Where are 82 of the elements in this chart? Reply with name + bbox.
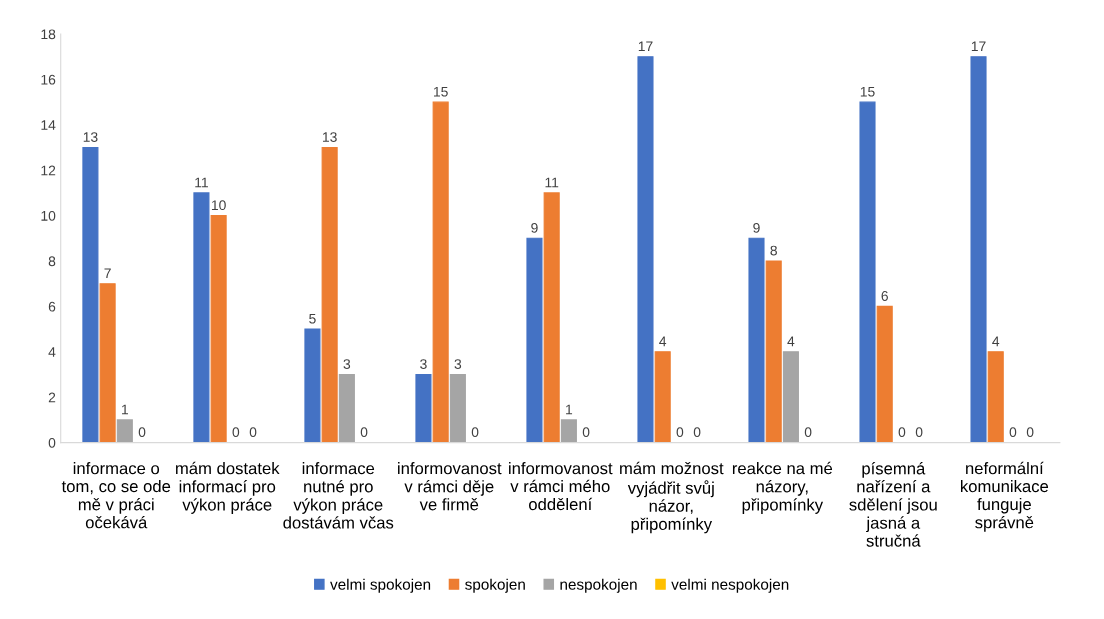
data-label: 0 bbox=[232, 427, 240, 438]
y-tick-label: 0 bbox=[48, 437, 56, 448]
legend-label: spokojen bbox=[465, 578, 525, 593]
data-label: 17 bbox=[638, 41, 653, 52]
bar bbox=[987, 351, 1004, 443]
bar bbox=[321, 146, 338, 443]
data-label: 0 bbox=[1026, 427, 1034, 438]
y-tick-label: 14 bbox=[41, 120, 56, 130]
data-label: 4 bbox=[992, 336, 1000, 347]
bar bbox=[560, 419, 577, 443]
bar bbox=[748, 237, 765, 443]
data-label: 3 bbox=[420, 359, 427, 369]
bar bbox=[210, 215, 227, 443]
bar bbox=[99, 283, 116, 443]
data-label: 7 bbox=[104, 268, 111, 279]
x-tick-label: informace o tom, co se ode mě v práci očekává bbox=[61, 462, 171, 529]
bar bbox=[859, 101, 876, 443]
y-tick-label: 18 bbox=[41, 29, 56, 40]
data-label: 13 bbox=[83, 132, 98, 143]
y-tick-label: 2 bbox=[48, 392, 56, 403]
data-label: 0 bbox=[138, 427, 146, 438]
data-label: 6 bbox=[881, 291, 888, 301]
y-tick-label: 12 bbox=[41, 165, 56, 176]
legend-label: velmi spokojen bbox=[330, 578, 431, 593]
x-tick-label: mám možnost vyjádřit svůj názor, připomínky bbox=[620, 461, 724, 534]
bar bbox=[304, 328, 321, 443]
x-tick-label: informovanost v rámci mého oddělení bbox=[509, 462, 613, 511]
data-label: 4 bbox=[659, 336, 667, 347]
data-label: 10 bbox=[211, 200, 226, 211]
data-label: 0 bbox=[804, 427, 812, 438]
bar bbox=[876, 305, 893, 443]
legend-label: velmi nespokojen bbox=[671, 578, 789, 593]
data-label: 0 bbox=[1009, 427, 1017, 438]
data-label: 1 bbox=[566, 404, 573, 415]
data-label: 0 bbox=[582, 427, 590, 438]
data-label: 0 bbox=[249, 427, 257, 438]
legend-label: nespokojen bbox=[560, 578, 637, 593]
data-label: 0 bbox=[471, 427, 479, 438]
x-tick-label: informace nutné pro výkon práce dostávám včas bbox=[283, 462, 394, 529]
data-label: 0 bbox=[676, 427, 684, 438]
data-label: 0 bbox=[915, 427, 923, 438]
data-label: 1 bbox=[122, 404, 129, 415]
x-tick-label: neformální komunikace funguje správně bbox=[960, 461, 1049, 532]
x-tick-label: mám dostatek informací pro výkon práce bbox=[176, 461, 280, 514]
bar bbox=[526, 237, 543, 443]
x-tick-label: písemná nařízení a sdělení jsou jasná a stručná bbox=[849, 462, 937, 547]
bar bbox=[543, 192, 560, 443]
data-label: 5 bbox=[309, 313, 316, 324]
data-label: 17 bbox=[971, 41, 986, 52]
bar bbox=[782, 351, 799, 443]
x-tick-label: informovanost v rámci děje ve firmě bbox=[398, 462, 502, 511]
bar bbox=[116, 419, 133, 443]
bar bbox=[82, 146, 99, 443]
data-label: 11 bbox=[195, 177, 208, 188]
data-label: 13 bbox=[322, 132, 337, 143]
data-label: 3 bbox=[454, 359, 462, 369]
bar bbox=[432, 101, 449, 443]
data-label: 0 bbox=[898, 427, 906, 438]
bar bbox=[970, 56, 987, 443]
data-label: 0 bbox=[693, 427, 701, 438]
bar bbox=[338, 373, 355, 443]
data-label: 15 bbox=[860, 86, 875, 97]
data-label: 3 bbox=[343, 359, 351, 369]
bar bbox=[654, 351, 671, 443]
data-label: 0 bbox=[360, 427, 368, 438]
data-label: 15 bbox=[434, 86, 448, 97]
bar bbox=[415, 373, 432, 443]
bar bbox=[449, 373, 466, 443]
y-tick-label: 6 bbox=[48, 301, 56, 312]
y-tick-label: 16 bbox=[41, 74, 56, 85]
data-label: 8 bbox=[770, 245, 777, 256]
x-tick-label: reakce na mé názory, připomínky bbox=[732, 461, 833, 514]
y-tick-label: 10 bbox=[41, 210, 56, 221]
data-label: 11 bbox=[545, 177, 559, 188]
data-label: 4 bbox=[787, 336, 795, 347]
y-tick-label: 8 bbox=[48, 256, 56, 267]
data-label: 9 bbox=[531, 222, 538, 233]
bar bbox=[765, 260, 782, 443]
bar bbox=[193, 192, 210, 443]
data-label: 9 bbox=[753, 222, 760, 233]
bar bbox=[637, 56, 654, 443]
y-tick-label: 4 bbox=[48, 347, 56, 357]
